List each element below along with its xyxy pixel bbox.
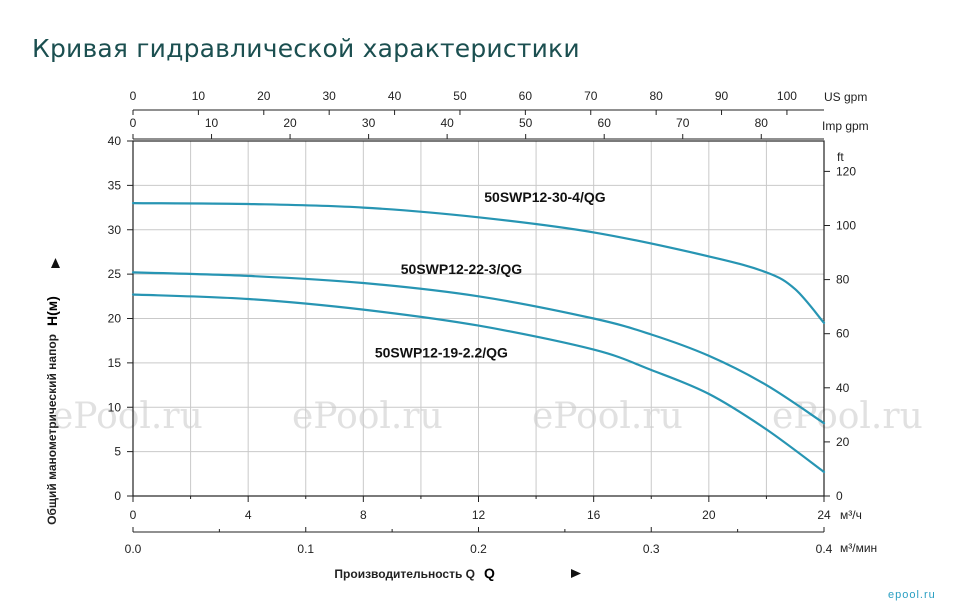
series-curve [131, 293, 826, 474]
y-tick-label: 5 [114, 445, 121, 459]
x-tick-label: 0 [130, 508, 137, 522]
top-imp-tick-label: 10 [205, 116, 219, 130]
top-imp-tick-label: 30 [362, 116, 376, 130]
axis-labels: US gpm Imp gpm ft м³/ч м³/мин Производит… [44, 90, 877, 581]
ft-tick-label: 80 [836, 273, 850, 287]
x-secondary-unit-label: м³/мин [840, 541, 877, 555]
top-imp-unit-label: Imp gpm [822, 119, 869, 133]
watermark: ePool.ru [52, 396, 203, 437]
ft-tick-label: 40 [836, 381, 850, 395]
y-tick-label: 35 [108, 178, 122, 192]
top-imp-tick-label: 0 [130, 116, 137, 130]
series-label: 50SWP12-22-3/QG [401, 261, 522, 277]
top-us-tick-label: 60 [519, 89, 533, 103]
top-us-tick-label: 30 [322, 89, 336, 103]
top-imp-tick-label: 60 [598, 116, 612, 130]
y-tick-label: 30 [108, 223, 122, 237]
series-curve [131, 271, 826, 425]
page-title: Кривая гидравлической характеристики [32, 34, 580, 63]
y-tick-label: 15 [108, 356, 122, 370]
top-us-tick-label: 80 [649, 89, 663, 103]
top-us-tick-label: 20 [257, 89, 271, 103]
top-us-tick-label: 10 [192, 89, 206, 103]
top-us-tick-label: 0 [130, 89, 137, 103]
watermark: ePool.ru [532, 396, 683, 437]
y-tick-label: 20 [108, 312, 122, 326]
x-tick-label: 24 [817, 508, 831, 522]
top-imp-tick-label: 20 [283, 116, 297, 130]
series-label: 50SWP12-19-2.2/QG [375, 345, 508, 361]
x-tick-label: 12 [472, 508, 486, 522]
top-imp-tick-label: 40 [440, 116, 454, 130]
x-tick-label: 20 [702, 508, 716, 522]
top-us-tick-label: 40 [388, 89, 402, 103]
y-axis-symbol: H(м) [44, 296, 60, 326]
right-ft-unit-label: ft [837, 150, 844, 164]
grid [133, 141, 824, 496]
x-secondary-tick-label: 0.4 [816, 542, 833, 556]
ft-tick-label: 100 [836, 218, 856, 232]
top-imp-tick-label: 80 [755, 116, 769, 130]
y-axis-title-group: Общий манометрический напор H(м) [44, 258, 60, 525]
top-imp-tick-label: 70 [676, 116, 690, 130]
y-tick-label: 25 [108, 267, 122, 281]
top-imp-tick-label: 50 [519, 116, 533, 130]
watermark: ePool.ru [292, 396, 443, 437]
top-us-tick-label: 100 [777, 89, 797, 103]
x-axis-title: Производительность Q [334, 567, 475, 581]
x-tick-label: 8 [360, 508, 367, 522]
y-tick-label: 0 [114, 489, 121, 503]
y-tick-label: 10 [108, 400, 122, 414]
x-secondary-tick-label: 0.1 [297, 542, 314, 556]
watermark-layer: ePool.ru ePool.ru ePool.ru ePool.ru [52, 396, 923, 437]
top-us-tick-label: 70 [584, 89, 598, 103]
ft-tick-label: 120 [836, 164, 856, 178]
ft-tick-label: 0 [836, 489, 843, 503]
x-axis-symbol: Q [484, 565, 495, 581]
x-tick-label: 16 [587, 508, 601, 522]
curves: 50SWP12-30-4/QG 50SWP12-22-3/QG 50SWP12-19… [131, 189, 826, 474]
x-secondary-tick-label: 0.3 [643, 542, 660, 556]
x-secondary-tick-label: 0.0 [125, 542, 142, 556]
ft-tick-label: 60 [836, 327, 850, 341]
top-us-tick-label: 50 [453, 89, 467, 103]
watermark: ePool.ru [772, 396, 923, 437]
x-tick-label: 4 [245, 508, 252, 522]
brand-logo: epool.ru [888, 589, 936, 601]
series-label: 50SWP12-30-4/QG [484, 189, 605, 205]
y-tick-label: 40 [108, 134, 122, 148]
series-curve [131, 202, 826, 324]
top-us-unit-label: US gpm [824, 90, 867, 104]
y-axis-title: Общий манометрический напор [45, 334, 59, 525]
x-axis-arrow-icon [571, 569, 581, 578]
x-primary-unit-label: м³/ч [840, 508, 862, 522]
y-axis-arrow-icon [51, 258, 60, 268]
ft-tick-label: 20 [836, 435, 850, 449]
x-secondary-tick-label: 0.2 [470, 542, 487, 556]
top-us-tick-label: 90 [715, 89, 729, 103]
